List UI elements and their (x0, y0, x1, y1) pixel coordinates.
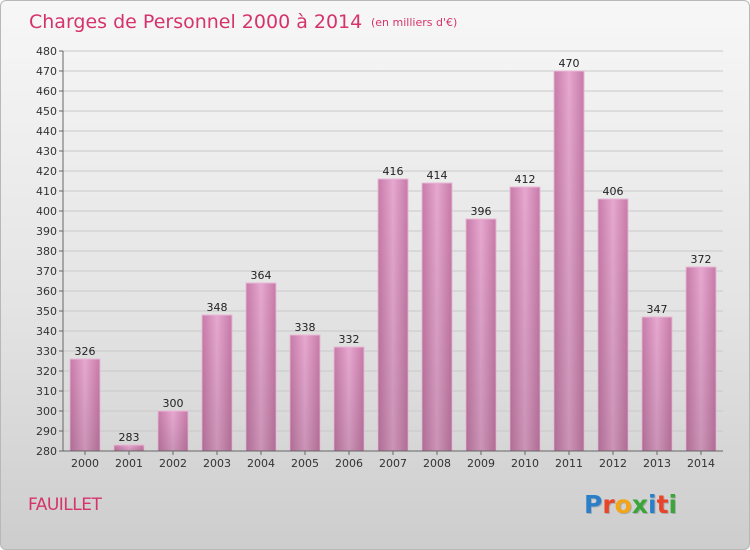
y-tick-label: 370 (36, 265, 57, 278)
bars: 326 283 300 348 364 338 332 416 414 396 412 470 406 3… (69, 57, 717, 452)
y-tick-label: 310 (36, 385, 57, 398)
y-tick-label: 410 (36, 185, 57, 198)
y-tick-label: 280 (36, 445, 57, 458)
x-tick-label: 2001 (115, 457, 143, 470)
bar-shade (510, 187, 540, 451)
logo-letter: t (656, 490, 669, 519)
x-tick-label: 2003 (203, 457, 231, 470)
y-tick-label: 460 (36, 85, 57, 98)
y-tick-label: 380 (36, 245, 57, 258)
y-tick-label: 440 (36, 125, 57, 138)
y-tick-label: 290 (36, 425, 57, 438)
bar-shade (598, 199, 628, 451)
y-tick-label: 300 (36, 405, 57, 418)
y-tick-label: 480 (36, 45, 57, 58)
x-tick-label: 2007 (379, 457, 407, 470)
bar-value-label: 364 (251, 269, 272, 282)
logo-letter: P (584, 490, 603, 519)
chart-subtitle: (en milliers d'€) (371, 16, 457, 29)
bar-value-label: 372 (691, 253, 712, 266)
bar-shade (290, 335, 320, 451)
bar-value-label: 338 (295, 321, 316, 334)
bar-shade (70, 359, 100, 451)
bar-shade (554, 71, 584, 451)
x-tick-label: 2005 (291, 457, 319, 470)
y-tick-label: 430 (36, 145, 57, 158)
y-tick-label: 350 (36, 305, 57, 318)
x-tick-label: 2013 (643, 457, 671, 470)
x-tick-label: 2009 (467, 457, 495, 470)
y-tick-label: 470 (36, 65, 57, 78)
x-tick-label: 2000 (71, 457, 99, 470)
bar-value-label: 348 (207, 301, 228, 314)
bar-shade (158, 411, 188, 451)
bar-value-label: 332 (339, 333, 360, 346)
bar-shade (686, 267, 716, 451)
bar-shade (378, 179, 408, 451)
x-axis: 2000 2001 2002 2003 2004 2005 2006 2007 2008 2009… (63, 450, 723, 470)
logo-letter: i (648, 490, 657, 519)
bar-value-label: 416 (383, 165, 404, 178)
logo-letter: x (631, 490, 648, 519)
x-tick-label: 2011 (555, 457, 583, 470)
y-tick-label: 420 (36, 165, 57, 178)
y-axis: 280 290 300 310 320 330 340 350 360 370 380 390 400 4… (36, 45, 64, 458)
y-tick-label: 330 (36, 345, 57, 358)
x-tick-label: 2002 (159, 457, 187, 470)
bar-value-label: 396 (471, 205, 492, 218)
bar-value-label: 283 (119, 431, 140, 444)
y-tick-label: 360 (36, 285, 57, 298)
bar-shade (246, 283, 276, 451)
bar-value-label: 412 (515, 173, 536, 186)
bar-value-label: 326 (75, 345, 96, 358)
x-tick-label: 2010 (511, 457, 539, 470)
x-tick-label: 2004 (247, 457, 275, 470)
bar-shade (466, 219, 496, 451)
chart-title: Charges de Personnel 2000 à 2014 (29, 11, 362, 33)
x-tick-label: 2006 (335, 457, 363, 470)
bar-value-label: 300 (163, 397, 184, 410)
y-tick-label: 390 (36, 225, 57, 238)
commune-name: FAUILLET (28, 495, 102, 515)
bar-shade (114, 445, 144, 451)
bar-shade (642, 317, 672, 451)
x-tick-label: 2014 (687, 457, 715, 470)
bar-value-label: 470 (559, 57, 580, 70)
bar-shade (334, 347, 364, 451)
proxiti-logo: Proxiti (584, 490, 694, 524)
logo-letter: o (614, 490, 632, 519)
bar-value-label: 406 (603, 185, 624, 198)
x-tick-label: 2012 (599, 457, 627, 470)
x-tick-label: 2008 (423, 457, 451, 470)
bar-value-label: 414 (427, 169, 448, 182)
bar-shade (202, 315, 232, 451)
y-tick-label: 400 (36, 205, 57, 218)
logo-letter: i (668, 490, 678, 519)
bar-shade (422, 183, 452, 451)
bar-value-label: 347 (647, 303, 668, 316)
y-tick-label: 340 (36, 325, 57, 338)
y-tick-label: 450 (36, 105, 57, 118)
logo-letter: r (602, 490, 615, 519)
y-tick-label: 320 (36, 365, 57, 378)
